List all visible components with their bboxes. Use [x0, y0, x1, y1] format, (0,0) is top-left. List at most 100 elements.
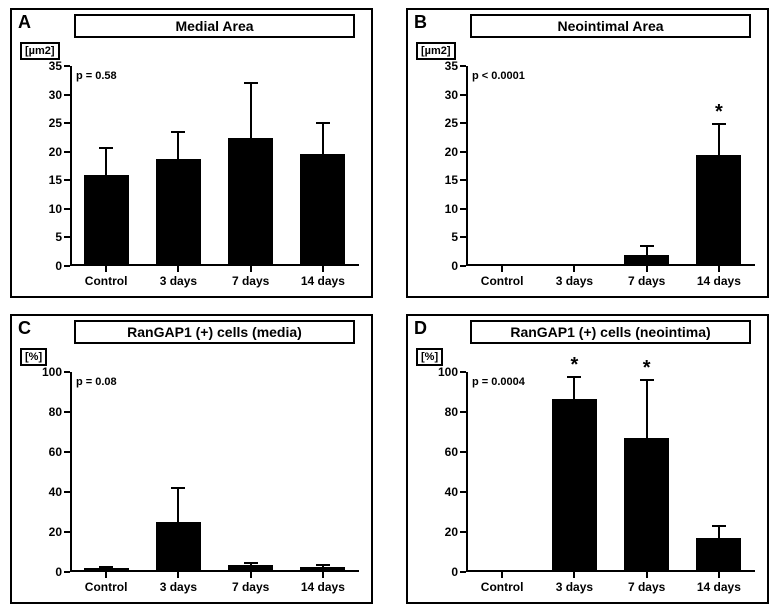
panel-a: A Medial Area [µm2] 05101520253035Control3 …	[10, 8, 373, 298]
panel-letter: D	[414, 318, 427, 339]
error-bar	[646, 380, 648, 438]
error-bar-cap	[712, 525, 726, 527]
y-axis-label: [µm2]	[20, 42, 60, 60]
bar	[156, 159, 201, 266]
y-tick	[64, 94, 70, 96]
y-axis	[70, 372, 72, 572]
y-tick-label: 40	[49, 485, 62, 499]
x-tick-label: 3 days	[556, 580, 593, 594]
y-tick-label: 20	[445, 145, 458, 159]
y-tick-label: 0	[451, 259, 458, 273]
x-tick-label: 7 days	[628, 274, 665, 288]
significance-star: *	[570, 355, 578, 375]
y-tick	[460, 122, 466, 124]
panel-d: DRanGAP1 (+) cells (neointima)[%]0204060…	[406, 314, 769, 604]
y-tick	[460, 179, 466, 181]
y-tick-label: 0	[55, 565, 62, 579]
bar	[228, 138, 273, 266]
x-tick	[646, 572, 648, 578]
panel-letter: C	[18, 318, 31, 339]
y-tick-label: 20	[445, 525, 458, 539]
x-tick	[573, 266, 575, 272]
y-tick	[64, 208, 70, 210]
x-tick-label: 14 days	[697, 580, 741, 594]
error-bar-cap	[640, 379, 654, 381]
y-tick	[64, 371, 70, 373]
bar	[624, 438, 669, 572]
panel-letter: A	[18, 12, 31, 33]
bar	[84, 175, 129, 266]
y-tick-label: 30	[445, 88, 458, 102]
y-tick	[460, 65, 466, 67]
p-value-text: p = 0.0004	[472, 376, 525, 388]
x-tick	[501, 266, 503, 272]
significance-star: *	[643, 358, 651, 378]
x-tick-label: 7 days	[232, 274, 269, 288]
y-tick-label: 5	[451, 230, 458, 244]
x-tick-label: Control	[85, 580, 128, 594]
error-bar-cap	[567, 376, 581, 378]
x-tick	[177, 572, 179, 578]
error-bar	[322, 123, 324, 154]
y-tick-label: 5	[55, 230, 62, 244]
y-tick	[64, 491, 70, 493]
x-tick-label: 14 days	[301, 580, 345, 594]
x-tick-label: 7 days	[232, 580, 269, 594]
bar	[696, 155, 741, 266]
significance-star: *	[715, 102, 723, 122]
y-tick	[460, 208, 466, 210]
y-tick	[64, 571, 70, 573]
y-tick-label: 35	[49, 59, 62, 73]
panel-title: Medial Area	[74, 14, 355, 38]
bar	[696, 538, 741, 572]
error-bar-cap	[99, 566, 113, 568]
x-tick	[322, 572, 324, 578]
error-bar-cap	[244, 562, 258, 564]
y-tick	[64, 236, 70, 238]
y-tick-label: 100	[438, 365, 458, 379]
y-tick-label: 25	[445, 116, 458, 130]
panel-title: Neointimal Area	[470, 14, 751, 38]
y-tick	[64, 265, 70, 267]
error-bar-cap	[171, 131, 185, 133]
x-tick-label: 3 days	[556, 274, 593, 288]
p-value-text: p = 0.08	[76, 376, 117, 388]
y-tick-label: 60	[445, 445, 458, 459]
bar	[300, 154, 345, 266]
y-tick	[64, 179, 70, 181]
y-tick-label: 10	[445, 202, 458, 216]
y-tick-label: 15	[445, 173, 458, 187]
y-tick	[460, 236, 466, 238]
y-tick-label: 40	[445, 485, 458, 499]
x-tick-label: 14 days	[301, 274, 345, 288]
plot-area: 05101520253035Control3 days7 days14 days…	[70, 66, 359, 266]
bar	[300, 567, 345, 572]
x-tick-label: 3 days	[160, 274, 197, 288]
y-tick	[64, 151, 70, 153]
x-tick	[105, 266, 107, 272]
error-bar-cap	[640, 245, 654, 247]
bar	[624, 255, 669, 266]
error-bar-cap	[316, 122, 330, 124]
x-tick	[718, 572, 720, 578]
error-bar-cap	[712, 123, 726, 125]
error-bar-cap	[244, 82, 258, 84]
y-tick-label: 35	[445, 59, 458, 73]
y-tick	[460, 491, 466, 493]
plot-area: 020406080100Control3 days*7 days*14 days…	[466, 372, 755, 572]
y-tick-label: 100	[42, 365, 62, 379]
y-tick-label: 0	[55, 259, 62, 273]
x-tick	[177, 266, 179, 272]
panel-b: BNeointimal Area[µm2]05101520253035Contr…	[406, 8, 769, 298]
y-tick	[460, 94, 466, 96]
panel-title: RanGAP1 (+) cells (neointima)	[470, 320, 751, 344]
y-tick	[64, 65, 70, 67]
error-bar-cap	[99, 147, 113, 149]
x-tick	[250, 572, 252, 578]
y-tick	[460, 151, 466, 153]
y-tick	[64, 451, 70, 453]
x-tick-label: 7 days	[628, 580, 665, 594]
y-tick	[460, 451, 466, 453]
error-bar	[177, 488, 179, 522]
x-tick	[646, 266, 648, 272]
